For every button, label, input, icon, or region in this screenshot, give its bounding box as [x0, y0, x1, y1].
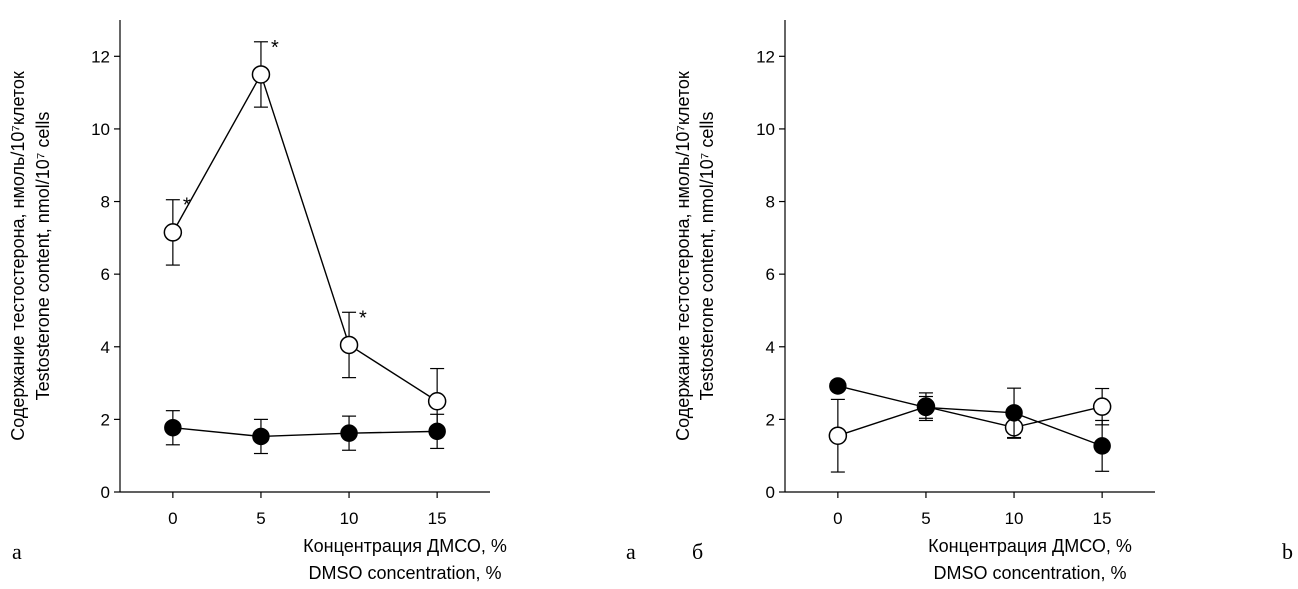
data-point: [1005, 404, 1023, 422]
x-tick-label: 0: [168, 509, 177, 528]
series-line: [837, 405, 1103, 437]
data-point: [252, 427, 270, 446]
panel-letter-ru: а: [12, 539, 22, 564]
y-tick-label: 2: [101, 410, 110, 429]
series-line: [837, 385, 1103, 447]
series-line: [172, 72, 438, 402]
y-tick-label: 0: [101, 483, 110, 502]
data-point: [164, 418, 182, 437]
x-axis-label-ru: Концентрация ДМСО, %: [303, 536, 507, 556]
panel-letter-en: a: [626, 539, 636, 564]
series-open: * * *: [163, 37, 447, 435]
x-tick-label: 10: [340, 509, 359, 528]
significance-marker: *: [183, 195, 191, 217]
y-tick-label: 2: [766, 410, 775, 429]
x-tick-label: 0: [833, 509, 842, 528]
y-tick-label: 12: [756, 47, 775, 66]
x-axis-label-ru: Концентрация ДМСО, %: [928, 536, 1132, 556]
series-filled: [829, 377, 1111, 472]
data-point: [829, 377, 847, 395]
x-tick-label: 10: [1005, 509, 1024, 528]
y-tick-label: 8: [766, 193, 775, 212]
x-tick-label: 15: [1093, 509, 1112, 528]
data-point: [340, 424, 358, 442]
data-point: [163, 223, 183, 242]
series-filled: [164, 410, 446, 455]
data-point: [1093, 437, 1111, 455]
y-tick-label: 8: [101, 193, 110, 212]
data-point: [917, 398, 935, 417]
y-tick-label: 4: [101, 338, 110, 357]
data-point: [339, 335, 359, 355]
data-point: [1092, 397, 1112, 416]
y-axis-label-ru: Содержание тестостерона, нмоль/10⁷клеток: [673, 71, 693, 441]
significance-marker: *: [359, 307, 367, 329]
y-tick-label: 10: [756, 120, 775, 139]
y-tick-label: 4: [766, 338, 775, 357]
y-axis-label-en: Testosterone content, nmol/10⁷ cells: [33, 112, 53, 401]
series-line: [172, 427, 438, 438]
x-tick-label: 15: [428, 509, 447, 528]
panel-2: 0 2 4 6 8 10 12 0 5 10 15 Содержание тестостерона, …: [673, 20, 1293, 583]
data-point: [828, 426, 848, 445]
x-axis-label-en: DMSO concentration, %: [308, 563, 501, 583]
significance-marker: *: [271, 37, 279, 59]
data-point: [251, 65, 271, 84]
data-point: [427, 391, 447, 411]
y-tick-label: 0: [766, 483, 775, 502]
data-point: [428, 422, 446, 441]
y-tick-label: 6: [101, 265, 110, 284]
panel-letter-en: b: [1282, 539, 1293, 564]
y-tick-label: 10: [91, 120, 110, 139]
panel-1: 0 2 4 6 8 10 12 0 5 10 15 Содержание тестостерона, …: [8, 20, 636, 583]
y-axis-label-ru: Содержание тестостерона, нмоль/10⁷клеток: [8, 71, 28, 441]
series-open: [828, 387, 1112, 473]
y-axis-label-en: Testosterone content, nmol/10⁷ cells: [697, 112, 717, 401]
x-tick-label: 5: [256, 509, 265, 528]
y-tick-label: 12: [91, 47, 110, 66]
panel-letter-ru: б: [692, 539, 703, 564]
x-axis-label-en: DMSO concentration, %: [933, 563, 1126, 583]
y-tick-label: 6: [766, 265, 775, 284]
x-tick-label: 5: [921, 509, 930, 528]
